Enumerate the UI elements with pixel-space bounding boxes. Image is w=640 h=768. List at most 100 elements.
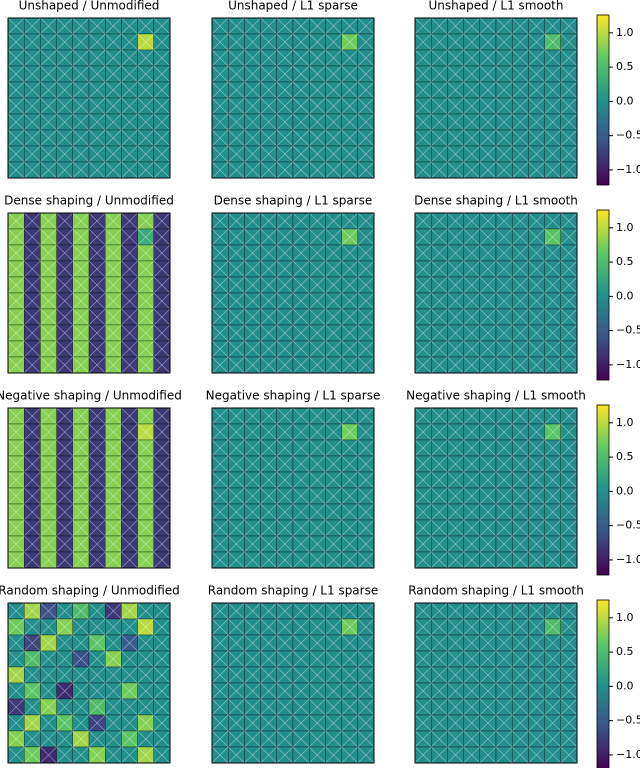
cell-diagonal	[72, 228, 90, 246]
cell-diagonal	[528, 161, 545, 179]
cell-diagonal	[23, 487, 41, 505]
cell-diagonal	[414, 340, 432, 358]
cell-diagonal	[72, 650, 90, 668]
cell-diagonal	[137, 650, 155, 668]
cell-diagonal	[495, 503, 513, 521]
cell-diagonal	[511, 49, 529, 67]
cell-diagonal	[479, 17, 497, 35]
cell-diagonal	[40, 471, 57, 489]
cell-diagonal	[414, 260, 432, 278]
cell-diagonal	[276, 49, 294, 67]
cell-diagonal	[88, 519, 106, 537]
cell-diagonal	[211, 260, 229, 278]
cell-diagonal	[104, 698, 122, 716]
cell-diagonal	[544, 324, 562, 342]
cell-diagonal	[414, 276, 432, 294]
cell-diagonal	[40, 698, 57, 716]
cell-diagonal	[447, 356, 464, 374]
cell-diagonal	[414, 212, 432, 230]
cell-diagonal	[244, 228, 261, 246]
cell-diagonal	[56, 324, 74, 342]
cell-diagonal	[495, 228, 513, 246]
cell-diagonal	[40, 682, 57, 700]
cell-diagonal	[121, 455, 138, 473]
cell-diagonal	[153, 487, 171, 505]
cell-diagonal	[276, 356, 294, 374]
cell-diagonal	[56, 439, 74, 457]
cell-diagonal	[88, 356, 106, 374]
cell-diagonal	[495, 407, 513, 425]
cell-diagonal	[244, 276, 261, 294]
cell-diagonal	[308, 455, 326, 473]
cell-diagonal	[544, 17, 562, 35]
cell-diagonal	[325, 228, 342, 246]
cell-diagonal	[511, 145, 529, 163]
cell-diagonal	[211, 292, 229, 310]
cell-diagonal	[511, 276, 529, 294]
cell-diagonal	[479, 423, 497, 441]
cell-diagonal	[260, 407, 278, 425]
cell-diagonal	[7, 650, 25, 668]
cell-diagonal	[260, 340, 278, 358]
cell-diagonal	[56, 81, 74, 99]
cell-diagonal	[104, 228, 122, 246]
cell-diagonal	[341, 145, 359, 163]
cell-diagonal	[56, 276, 74, 294]
cell-diagonal	[463, 33, 481, 51]
cell-diagonal	[414, 439, 432, 457]
panel-title: Random shaping / L1 smooth	[408, 584, 584, 598]
cell-diagonal	[56, 455, 74, 473]
cell-diagonal	[7, 551, 25, 569]
cell-diagonal	[104, 666, 122, 684]
cell-diagonal	[357, 340, 375, 358]
cell-diagonal	[23, 535, 41, 553]
cell-diagonal	[88, 356, 106, 374]
cell-diagonal	[104, 292, 122, 310]
cell-diagonal	[308, 260, 326, 278]
cell-diagonal	[56, 602, 74, 620]
cell-diagonal	[308, 260, 326, 278]
cell-diagonal	[88, 244, 106, 262]
cell-diagonal	[414, 49, 432, 67]
cell-diagonal	[511, 17, 529, 35]
cell-diagonal	[414, 244, 432, 262]
cell-diagonal	[528, 33, 545, 51]
cell-diagonal	[244, 340, 261, 358]
cell-diagonal	[153, 49, 171, 67]
cell-diagonal	[104, 97, 122, 115]
cell-diagonal	[544, 356, 562, 374]
cell-diagonal	[244, 423, 261, 441]
cell-diagonal	[463, 33, 481, 51]
cell-diagonal	[430, 407, 448, 425]
cell-diagonal	[56, 551, 74, 569]
cell-diagonal	[560, 519, 578, 537]
cell-diagonal	[56, 487, 74, 505]
cell-diagonal	[292, 423, 310, 441]
cell-diagonal	[357, 65, 375, 83]
cell-diagonal	[40, 244, 57, 262]
cell-diagonal	[211, 212, 229, 230]
cell-diagonal	[308, 551, 326, 569]
cell-diagonal	[72, 423, 90, 441]
cell-diagonal	[308, 244, 326, 262]
cell-diagonal	[104, 471, 122, 489]
cell-diagonal	[211, 551, 229, 569]
cell-diagonal	[308, 161, 326, 179]
cell-diagonal	[463, 276, 481, 294]
cell-diagonal	[308, 407, 326, 425]
cell-diagonal	[560, 260, 578, 278]
cell-diagonal	[479, 276, 497, 294]
cell-diagonal	[292, 535, 310, 553]
cell-diagonal	[88, 97, 106, 115]
cell-diagonal	[7, 17, 25, 35]
cell-diagonal	[528, 503, 545, 521]
cell-diagonal	[137, 228, 155, 246]
cell-diagonal	[341, 356, 359, 374]
cell-diagonal	[292, 276, 310, 294]
cell-diagonal	[560, 423, 578, 441]
cell-diagonal	[495, 308, 513, 326]
cell-diagonal	[528, 161, 545, 179]
colorbar-tick-label: −0.5	[616, 129, 640, 142]
cell-diagonal	[276, 276, 294, 294]
cell-diagonal	[121, 471, 138, 489]
